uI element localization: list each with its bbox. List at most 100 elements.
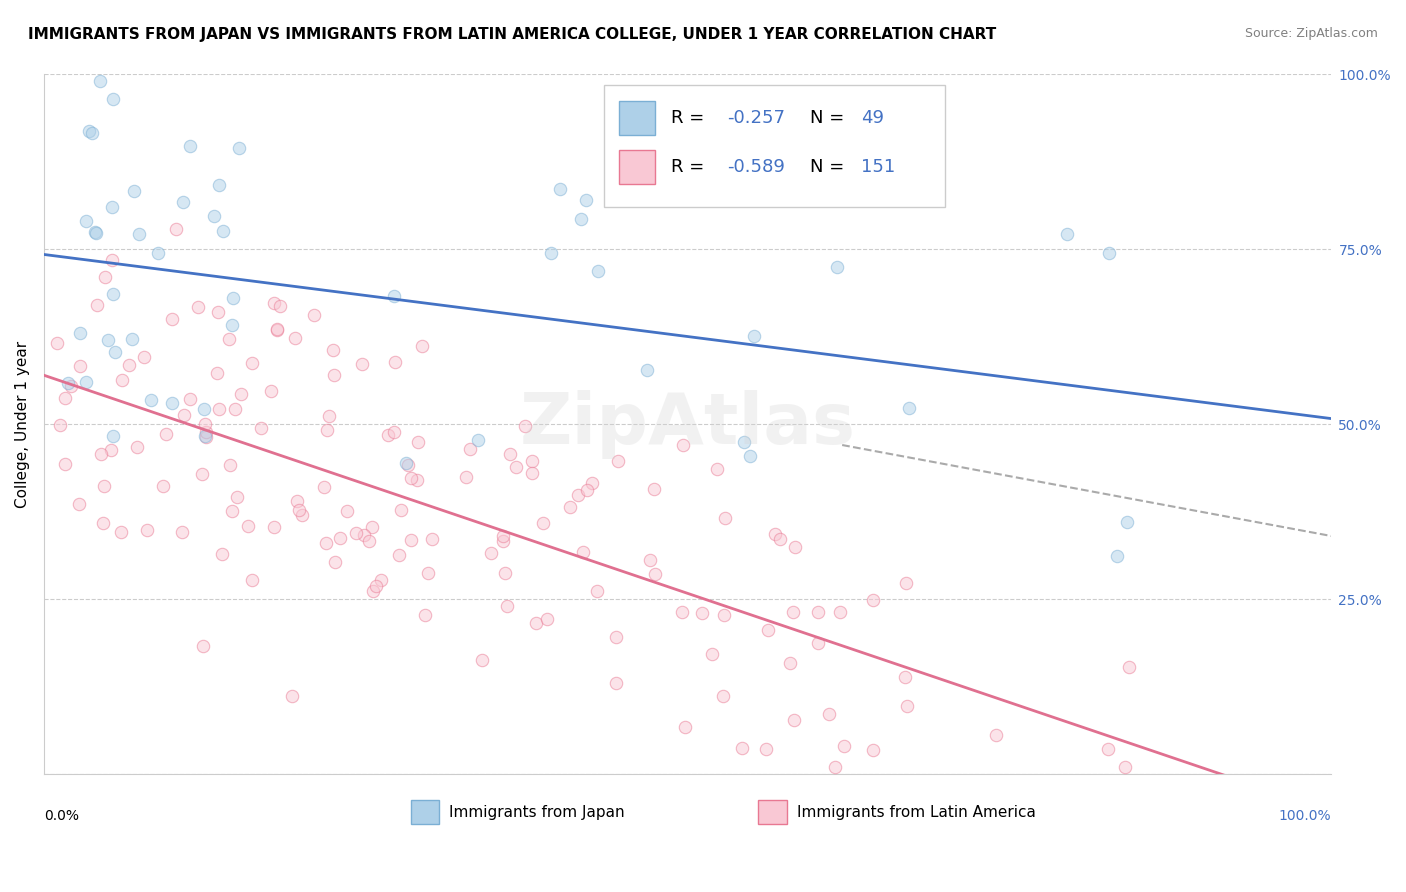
Point [194, 425, 217, 439]
Point [366, 579, 388, 593]
Point [522, 466, 544, 480]
Point [86, 298, 108, 312]
Point [284, 331, 307, 345]
Point [779, 657, 801, 671]
Point [1098, 246, 1121, 260]
Point [396, 458, 419, 473]
Point [382, 289, 405, 303]
Point [411, 339, 433, 353]
Point [479, 546, 502, 560]
Point [139, 393, 162, 408]
Point [807, 605, 830, 619]
Point [173, 408, 195, 422]
Point [1114, 760, 1136, 774]
Bar [620, 151, 655, 184]
Point [194, 417, 217, 431]
Point [467, 433, 489, 447]
Point [894, 575, 917, 590]
Point [492, 534, 515, 549]
Text: 100.0%: 100.0% [1279, 809, 1331, 823]
Text: -0.589: -0.589 [727, 158, 786, 176]
Point [673, 720, 696, 734]
Point [825, 260, 848, 274]
Point [607, 454, 630, 468]
Point [290, 508, 312, 522]
Point [124, 184, 146, 198]
Point [146, 246, 169, 260]
Point [763, 527, 786, 541]
Point [671, 605, 693, 619]
Point [359, 534, 381, 549]
Point [782, 605, 804, 619]
Point [193, 402, 215, 417]
Point [315, 535, 337, 549]
Point [53, 391, 76, 405]
Point [170, 524, 193, 539]
Point [224, 401, 246, 416]
Point [194, 429, 217, 443]
Point [605, 676, 627, 690]
Point [388, 548, 411, 562]
Point [756, 623, 779, 637]
Point [896, 698, 918, 713]
Point [406, 434, 429, 449]
Point [711, 689, 734, 703]
Point [731, 740, 754, 755]
Point [208, 401, 231, 416]
Point [221, 318, 243, 333]
Point [208, 178, 231, 193]
Point [322, 343, 344, 357]
Point [492, 528, 515, 542]
Point [101, 253, 124, 268]
Point [505, 460, 527, 475]
Point [212, 224, 235, 238]
Point [454, 470, 477, 484]
Point [86, 226, 108, 240]
Text: R =: R = [671, 109, 710, 128]
Point [172, 194, 194, 209]
Point [389, 503, 412, 517]
Point [160, 312, 183, 326]
Point [77, 124, 100, 138]
Point [260, 384, 283, 398]
Point [862, 593, 884, 607]
Point [75, 214, 97, 228]
Point [370, 574, 392, 588]
Point [60, 378, 83, 392]
Point [231, 387, 253, 401]
Point [377, 428, 399, 442]
Point [75, 375, 97, 389]
Point [281, 689, 304, 703]
Point [218, 333, 240, 347]
Point [897, 401, 920, 416]
Point [288, 502, 311, 516]
Text: Immigrants from Latin America: Immigrants from Latin America [797, 805, 1036, 820]
Point [329, 531, 352, 545]
Point [495, 599, 517, 613]
Point [671, 438, 693, 452]
Point [807, 636, 830, 650]
Bar [620, 102, 655, 135]
Point [160, 396, 183, 410]
Point [586, 263, 609, 277]
Text: IMMIGRANTS FROM JAPAN VS IMMIGRANTS FROM LATIN AMERICA COLLEGE, UNDER 1 YEAR COR: IMMIGRANTS FROM JAPAN VS IMMIGRANTS FROM… [28, 27, 997, 42]
Point [165, 222, 187, 236]
Point [240, 356, 263, 370]
FancyBboxPatch shape [411, 800, 439, 824]
Point [586, 584, 609, 599]
Point [363, 583, 385, 598]
Point [344, 526, 367, 541]
Point [406, 473, 429, 487]
Point [136, 523, 159, 537]
Point [1105, 549, 1128, 564]
Point [315, 423, 337, 437]
Point [67, 497, 90, 511]
Point [382, 425, 405, 440]
Point [690, 607, 713, 621]
Point [986, 728, 1008, 742]
Point [783, 540, 806, 554]
Point [191, 640, 214, 654]
Point [353, 527, 375, 541]
Point [471, 653, 494, 667]
Point [191, 467, 214, 481]
